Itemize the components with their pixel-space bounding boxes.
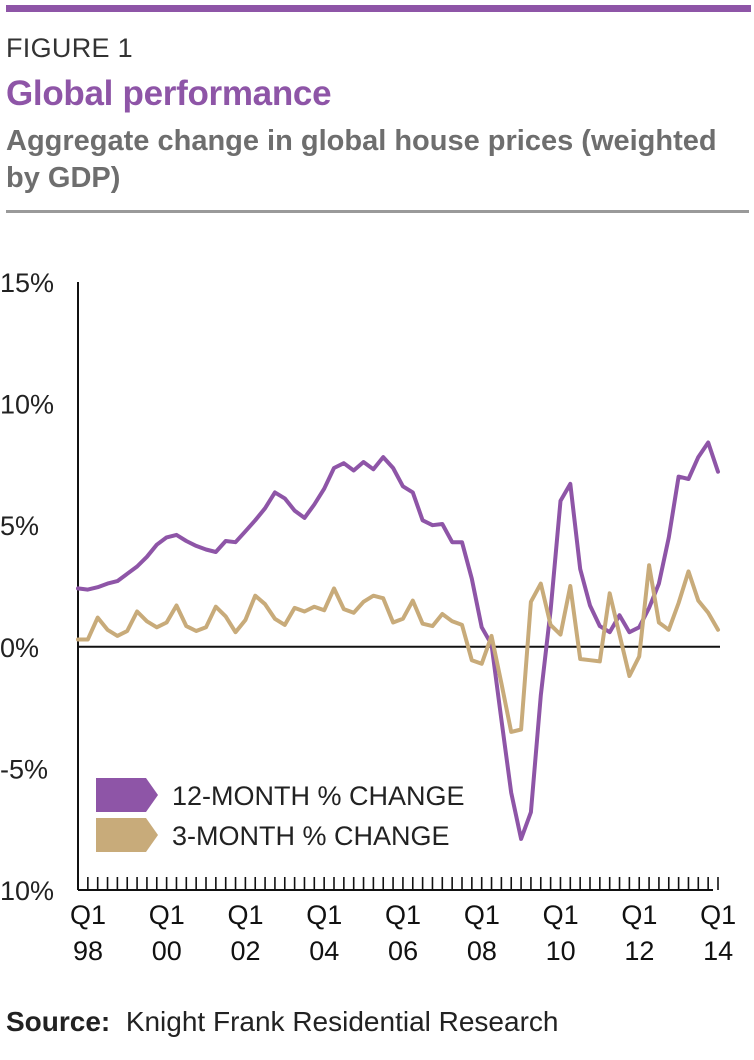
x-tick-label-quarter: Q1 bbox=[306, 900, 342, 930]
x-tick-label-quarter: Q1 bbox=[70, 900, 106, 930]
series-12-month-line bbox=[76, 440, 720, 841]
x-tick-label-quarter: Q1 bbox=[149, 900, 185, 930]
chart-subtitle: Aggregate change in global house prices … bbox=[6, 125, 717, 194]
legend-label-12-month: 12-MONTH % CHANGE bbox=[172, 781, 465, 811]
source-label: Source: bbox=[6, 1006, 111, 1037]
legend-label-3-month: 3-MONTH % CHANGE bbox=[172, 821, 450, 851]
y-tick-label: 10% bbox=[0, 876, 54, 906]
x-tick-label-quarter: Q1 bbox=[464, 900, 500, 930]
x-tick-label-year: 98 bbox=[73, 936, 103, 966]
x-tick-label-quarter: Q1 bbox=[543, 900, 579, 930]
x-tick-label-year: 08 bbox=[467, 936, 497, 966]
y-tick-label: -5% bbox=[0, 754, 48, 784]
x-tick-label-year: 00 bbox=[152, 936, 182, 966]
chart-title: Global performance bbox=[6, 74, 332, 113]
line-chart: 15% 10% 5% 0% -5% 10% Q1 98 Q1 00 Q1 02 Q1 04 Q1 06 Q1 08… bbox=[0, 268, 736, 966]
y-tick-label: 0% bbox=[0, 633, 39, 663]
figure-label: FIGURE 1 bbox=[6, 33, 133, 63]
y-tick-label: 5% bbox=[0, 511, 39, 541]
legend-swatch-3-month bbox=[96, 818, 158, 852]
top-accent-bar bbox=[6, 5, 751, 12]
header-divider bbox=[6, 210, 749, 213]
x-tick-label-quarter: Q1 bbox=[385, 900, 421, 930]
series-3-month-line bbox=[76, 563, 720, 734]
x-tick-label-quarter: Q1 bbox=[228, 900, 264, 930]
y-tick-label: 10% bbox=[0, 390, 54, 420]
source-note: Source: Knight Frank Residential Researc… bbox=[6, 1006, 558, 1038]
x-tick-label-year: 02 bbox=[231, 936, 261, 966]
x-tick-label-year: 06 bbox=[388, 936, 418, 966]
y-tick-label: 15% bbox=[0, 268, 54, 298]
x-tick-label-year: 14 bbox=[703, 936, 733, 966]
x-tick-label-year: 10 bbox=[546, 936, 576, 966]
x-tick-label-year: 12 bbox=[624, 936, 654, 966]
x-tick-label-year: 04 bbox=[309, 936, 339, 966]
x-tick-label-quarter: Q1 bbox=[700, 900, 736, 930]
source-text: Knight Frank Residential Research bbox=[125, 1006, 559, 1037]
x-tick-label-quarter: Q1 bbox=[621, 900, 657, 930]
legend-swatch-12-month bbox=[96, 778, 158, 812]
